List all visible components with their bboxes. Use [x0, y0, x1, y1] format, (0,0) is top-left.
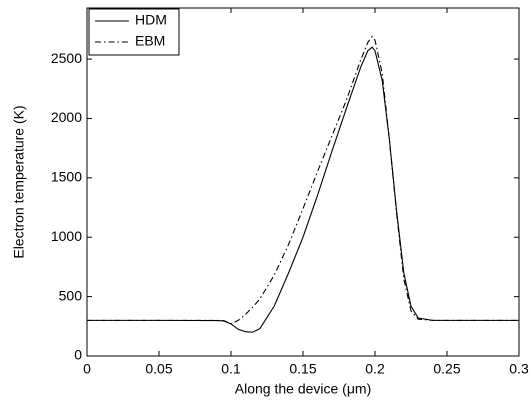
y-tick-label: 1500: [51, 169, 82, 185]
data-line: [87, 46, 519, 333]
y-tick-label: 2500: [51, 50, 82, 66]
plot-frame: [86, 7, 520, 357]
x-tick-label: 0: [83, 361, 91, 377]
y-tick-label: 0: [74, 347, 82, 363]
x-tick-label: 0.2: [365, 361, 385, 377]
x-tick-label: 0.15: [289, 361, 316, 377]
y-tick-label: 500: [59, 287, 83, 303]
x-tick-label: 0.3: [509, 361, 529, 377]
y-tick-label: 1000: [51, 228, 82, 244]
legend-label: HDM: [135, 12, 167, 28]
x-tick-label: 0.1: [221, 361, 241, 377]
data-line: [87, 35, 519, 325]
legend-box: [88, 8, 180, 56]
x-tick-label: 0.25: [433, 361, 460, 377]
y-tick-label: 2000: [51, 109, 82, 125]
legend-label: EBM: [135, 33, 165, 49]
x-tick-label: 0.05: [145, 361, 172, 377]
x-axis-label: Along the device (μm): [235, 381, 371, 397]
y-axis-label: Electron temperature (K): [11, 105, 27, 258]
